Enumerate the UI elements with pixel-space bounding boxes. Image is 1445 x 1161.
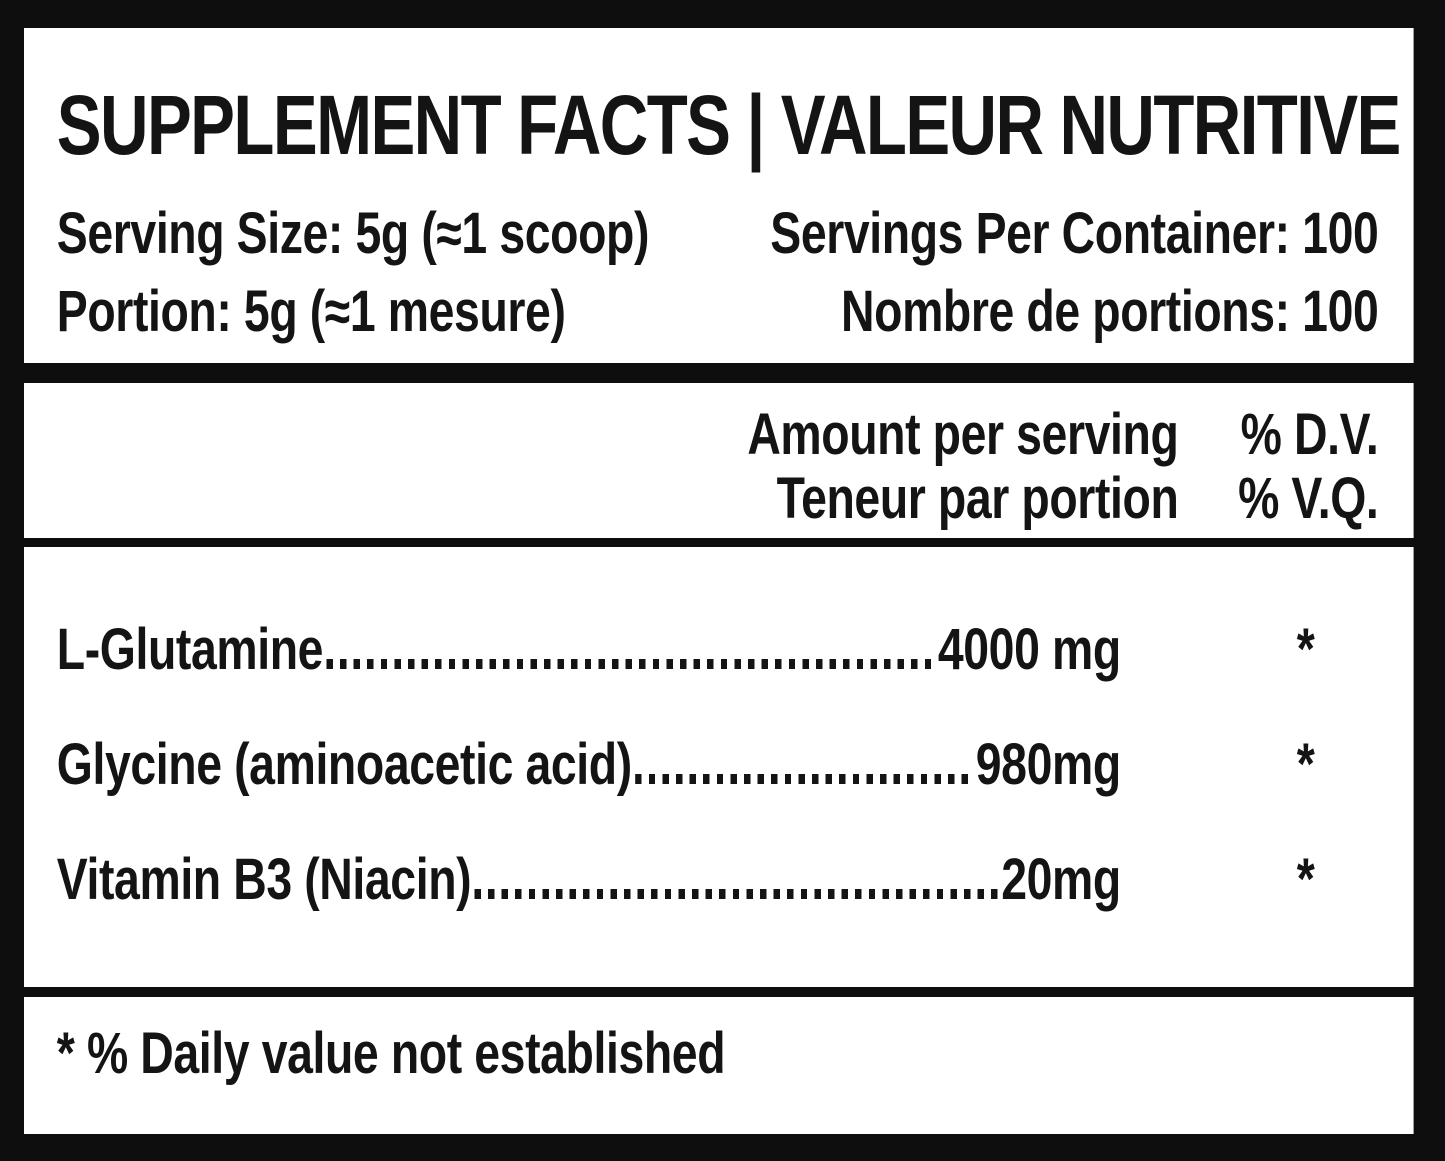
- dotted-leader: [474, 889, 998, 899]
- serving-size-fr: Portion: 5g (≈1 mesure): [56, 279, 566, 344]
- dotted-leader: [634, 774, 973, 784]
- column-header-section: Amount per serving % D.V. Teneur par por…: [24, 383, 1414, 538]
- ingredient-row: Vitamin B3 (Niacin) 20mg *: [24, 822, 1414, 937]
- ingredient-name: L-Glutamine: [56, 617, 324, 682]
- column-header-line-fr: Teneur par portion % V.Q.: [57, 467, 1379, 531]
- serving-size-en: Serving Size: 5g (≈1 scoop): [56, 201, 650, 266]
- column-dv-fr: % V.Q.: [1238, 466, 1379, 531]
- ingredient-name-amount: Vitamin B3 (Niacin) 20mg: [57, 822, 1121, 937]
- column-amount-fr: Teneur par portion: [776, 466, 1179, 531]
- ingredient-dv: *: [1296, 847, 1315, 912]
- column-amount-en: Amount per serving: [747, 402, 1179, 467]
- column-dv-en: % D.V.: [1240, 402, 1379, 467]
- ingredient-amount: 4000 mg: [937, 617, 1121, 682]
- ingredient-dv: *: [1296, 732, 1315, 797]
- ingredient-dv: *: [1296, 617, 1315, 682]
- servings-per-container-fr: Nombre de portions: 100: [841, 279, 1379, 344]
- serving-line-en: Serving Size: 5g (≈1 scoop) Servings Per…: [57, 195, 1379, 273]
- ingredient-amount: 20mg: [1001, 847, 1121, 912]
- ingredient-name: Vitamin B3 (Niacin): [56, 847, 472, 912]
- footnote-text: * % Daily value not established: [56, 1021, 726, 1086]
- ingredient-row: L-Glutamine 4000 mg *: [24, 592, 1414, 707]
- column-header-line-en: Amount per serving % D.V.: [57, 402, 1379, 467]
- ingredient-name-amount: Glycine (aminoacetic acid) 980mg: [57, 707, 1121, 822]
- dotted-leader: [326, 659, 935, 669]
- footnote-section: * % Daily value not established: [24, 997, 1414, 1134]
- ingredient-name-amount: L-Glutamine 4000 mg: [57, 592, 1121, 707]
- ingredient-name: Glycine (aminoacetic acid): [56, 732, 632, 797]
- servings-per-container-en: Servings Per Container: 100: [770, 201, 1379, 266]
- serving-line-fr: Portion: 5g (≈1 mesure) Nombre de portio…: [57, 273, 1379, 351]
- header-section: SUPPLEMENT FACTS | VALEUR NUTRITIVE Serv…: [24, 28, 1414, 363]
- label-title: SUPPLEMENT FACTS | VALEUR NUTRITIVE: [56, 78, 1402, 172]
- ingredient-amount: 980mg: [975, 732, 1121, 797]
- ingredient-row: Glycine (aminoacetic acid) 980mg *: [24, 707, 1414, 822]
- ingredients-section: L-Glutamine 4000 mg * Glycine (aminoacet…: [24, 547, 1414, 987]
